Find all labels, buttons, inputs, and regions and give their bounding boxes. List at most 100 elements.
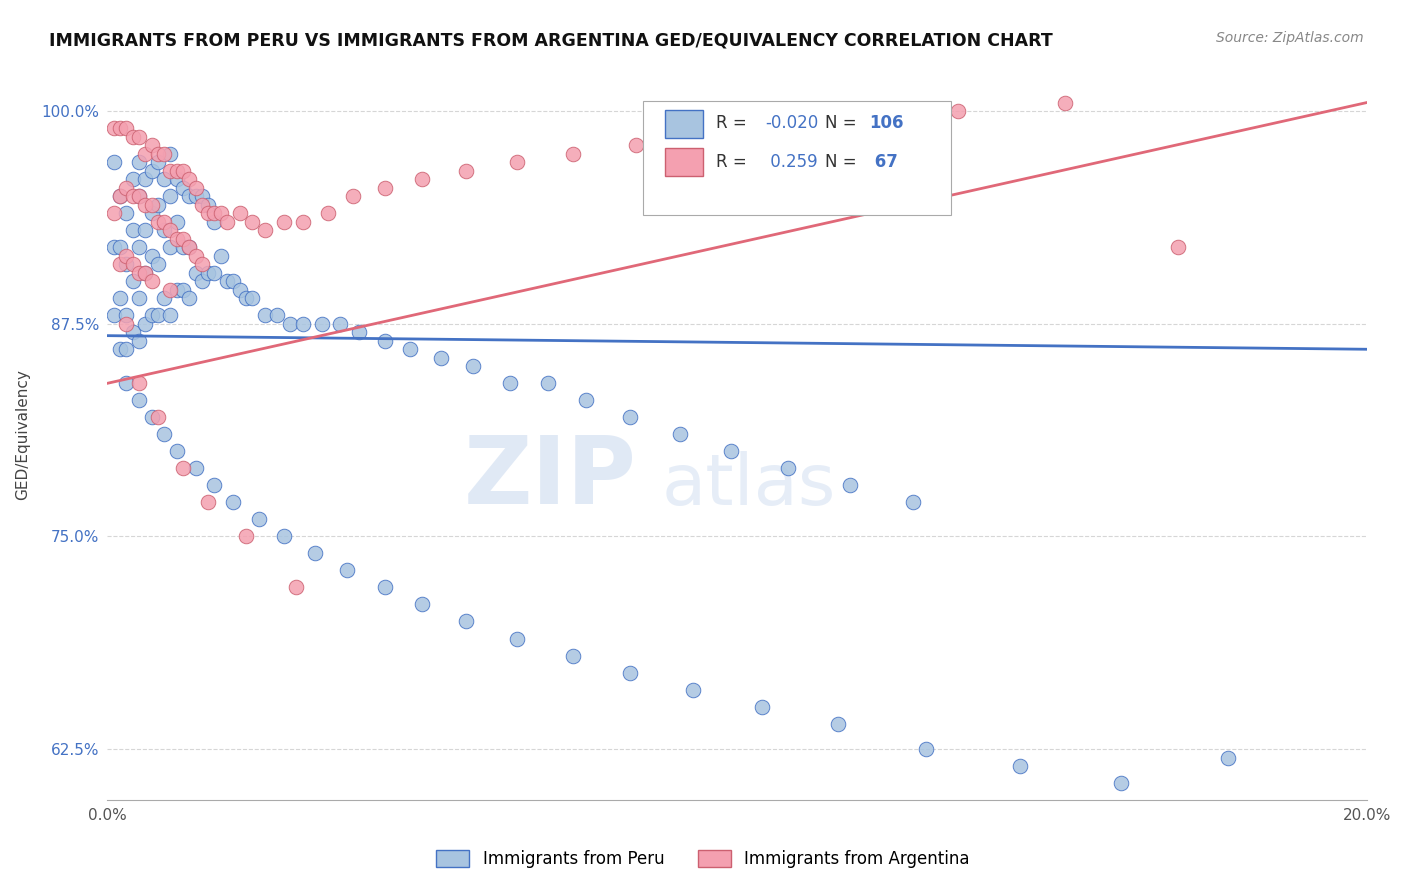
Text: Source: ZipAtlas.com: Source: ZipAtlas.com bbox=[1216, 31, 1364, 45]
Point bbox=[184, 461, 207, 475]
Point bbox=[115, 317, 138, 331]
Point bbox=[240, 214, 263, 228]
Point bbox=[103, 206, 125, 220]
Point bbox=[915, 742, 938, 756]
Point bbox=[108, 240, 131, 254]
Text: N =: N = bbox=[825, 114, 856, 132]
Point bbox=[128, 291, 150, 305]
Point bbox=[235, 291, 257, 305]
Point bbox=[228, 283, 250, 297]
Text: R =: R = bbox=[716, 114, 747, 132]
Point bbox=[398, 343, 420, 357]
Point bbox=[179, 240, 201, 254]
Point bbox=[108, 291, 131, 305]
Point bbox=[197, 495, 219, 509]
Point bbox=[141, 138, 163, 153]
Point bbox=[946, 104, 969, 119]
Point bbox=[222, 495, 245, 509]
Point bbox=[172, 461, 194, 475]
Point bbox=[108, 189, 131, 203]
Point bbox=[411, 172, 433, 186]
Point bbox=[852, 112, 875, 127]
FancyBboxPatch shape bbox=[643, 102, 952, 215]
Point bbox=[115, 249, 138, 263]
Point bbox=[291, 214, 314, 228]
Point bbox=[204, 214, 226, 228]
Point bbox=[776, 461, 799, 475]
Point bbox=[159, 240, 181, 254]
Point bbox=[103, 155, 125, 169]
Point bbox=[253, 223, 276, 237]
Text: R =: R = bbox=[716, 153, 747, 171]
Point bbox=[537, 376, 560, 391]
Point bbox=[115, 376, 138, 391]
Point bbox=[575, 393, 598, 408]
Point bbox=[172, 232, 194, 246]
Bar bbox=[665, 111, 703, 138]
Point bbox=[228, 206, 250, 220]
Point bbox=[191, 197, 214, 211]
Point bbox=[121, 274, 143, 288]
Point bbox=[329, 317, 352, 331]
Point bbox=[134, 223, 156, 237]
Point bbox=[456, 615, 478, 629]
Point bbox=[146, 155, 169, 169]
Point bbox=[619, 665, 641, 680]
Point bbox=[253, 308, 276, 322]
Point bbox=[121, 223, 143, 237]
Point bbox=[141, 163, 163, 178]
Point bbox=[311, 317, 333, 331]
Point bbox=[146, 410, 169, 425]
Point bbox=[121, 325, 143, 339]
Point bbox=[115, 308, 138, 322]
Point bbox=[461, 359, 484, 374]
Text: 106: 106 bbox=[869, 114, 904, 132]
Point bbox=[235, 529, 257, 543]
Point bbox=[191, 274, 214, 288]
Point bbox=[204, 206, 226, 220]
Point bbox=[209, 249, 232, 263]
Point bbox=[827, 716, 849, 731]
Point bbox=[695, 129, 717, 144]
Point bbox=[291, 317, 314, 331]
Point bbox=[159, 283, 181, 297]
Point bbox=[373, 180, 395, 194]
Point bbox=[166, 232, 188, 246]
Point bbox=[209, 206, 232, 220]
Text: atlas: atlas bbox=[662, 451, 837, 520]
Point bbox=[166, 163, 188, 178]
Point bbox=[103, 121, 125, 136]
Point bbox=[159, 189, 181, 203]
Point bbox=[349, 325, 371, 339]
Point bbox=[134, 197, 156, 211]
Point bbox=[146, 257, 169, 271]
Point bbox=[115, 180, 138, 194]
Point bbox=[626, 138, 648, 153]
Point bbox=[285, 581, 308, 595]
Point bbox=[128, 189, 150, 203]
Point bbox=[134, 266, 156, 280]
Point bbox=[184, 266, 207, 280]
Point bbox=[141, 410, 163, 425]
Point bbox=[108, 121, 131, 136]
Point bbox=[172, 180, 194, 194]
Point bbox=[266, 308, 288, 322]
Point bbox=[273, 529, 295, 543]
Point bbox=[430, 351, 453, 365]
Point bbox=[134, 317, 156, 331]
Point bbox=[115, 121, 138, 136]
Point bbox=[1109, 776, 1132, 790]
Point bbox=[506, 155, 529, 169]
Point bbox=[146, 214, 169, 228]
Point bbox=[159, 146, 181, 161]
Point bbox=[146, 197, 169, 211]
Point bbox=[121, 257, 143, 271]
Point bbox=[134, 266, 156, 280]
Point bbox=[342, 189, 364, 203]
Text: N =: N = bbox=[825, 153, 856, 171]
Point bbox=[562, 648, 585, 663]
Point bbox=[179, 240, 201, 254]
Text: 0.259: 0.259 bbox=[765, 153, 817, 171]
Point bbox=[128, 334, 150, 348]
Point bbox=[179, 172, 201, 186]
